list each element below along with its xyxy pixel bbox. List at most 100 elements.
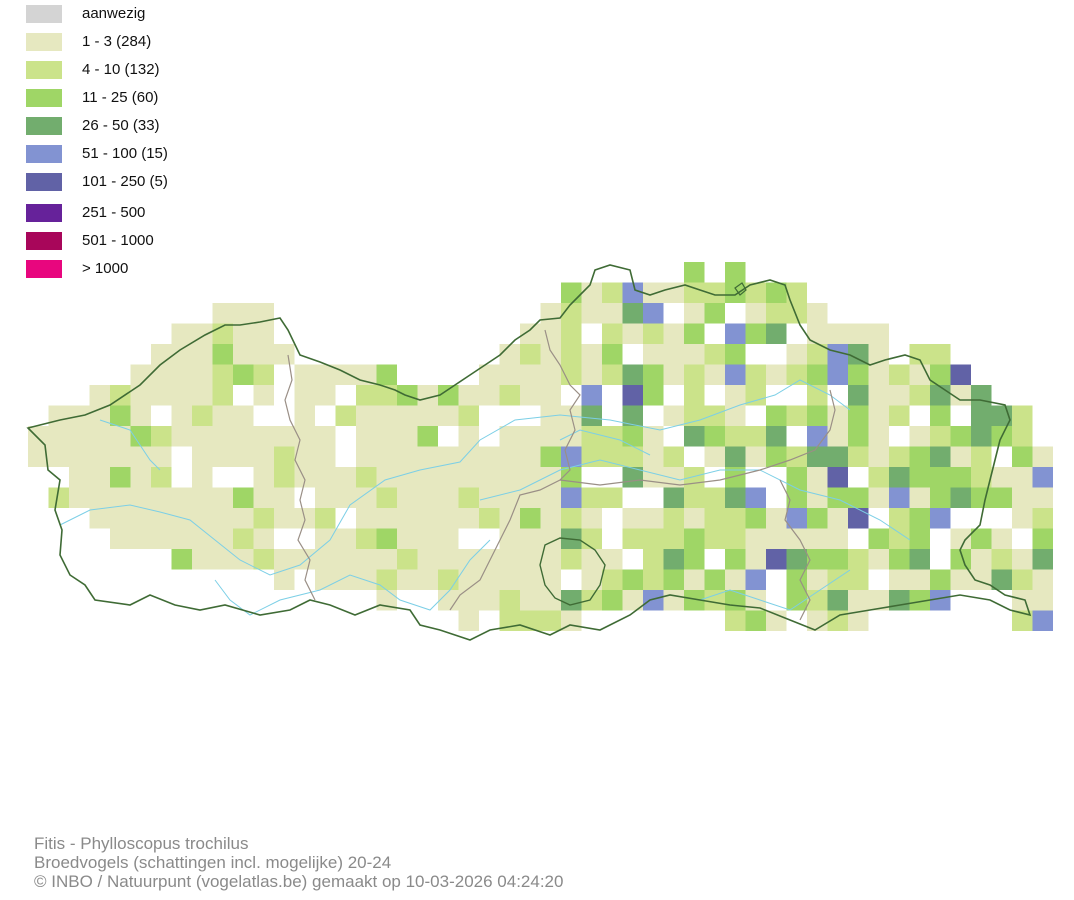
grid-cell [561, 487, 582, 508]
grid-cell [1012, 487, 1033, 508]
grid-cell [971, 426, 992, 447]
grid-cell [499, 590, 520, 611]
grid-cell [684, 364, 705, 385]
grid-cell [1012, 426, 1033, 447]
grid-cell [417, 528, 438, 549]
grid-cell [356, 467, 377, 488]
grid-cell [827, 426, 848, 447]
grid-cell [417, 426, 438, 447]
grid-cell [192, 528, 213, 549]
grid-cell [848, 487, 869, 508]
grid-cell [663, 528, 684, 549]
grid-cell [253, 385, 274, 406]
grid-cell [458, 610, 479, 631]
grid-cell [725, 262, 746, 283]
credit-line: © INBO / Natuurpunt (vogelatlas.be) gema… [34, 872, 564, 891]
grid-cell [315, 508, 336, 529]
grid-cell [622, 303, 643, 324]
grid-cell [171, 344, 192, 365]
grid-cell [479, 569, 500, 590]
grid-cell [643, 344, 664, 365]
legend-item-11-25: 11 - 25 (60) [26, 89, 326, 107]
grid-cell [684, 549, 705, 570]
grid-cell [581, 364, 602, 385]
grid-cell [725, 487, 746, 508]
grid-cell [766, 303, 787, 324]
grid-cell [438, 467, 459, 488]
grid-cell [417, 385, 438, 406]
grid-cell [212, 487, 233, 508]
legend-label: 11 - 25 (60) [82, 89, 159, 106]
grid-cell [458, 405, 479, 426]
grid-cell [725, 323, 746, 344]
legend-label: 1 - 3 (284) [82, 33, 152, 50]
grid-cell [786, 590, 807, 611]
grid-cell [827, 528, 848, 549]
grid-cell [581, 528, 602, 549]
map-caption: Fitis - Phylloscopus trochilus Broedvoge… [34, 834, 563, 891]
grid-cell [889, 487, 910, 508]
grid-cell [930, 467, 951, 488]
grid-cell [540, 426, 561, 447]
grid-cell [909, 549, 930, 570]
grid-cell [602, 590, 623, 611]
grid-cell [950, 467, 971, 488]
grid-cell [848, 549, 869, 570]
grid-cell [827, 487, 848, 508]
grid-cell [930, 426, 951, 447]
legend-swatch [26, 5, 62, 23]
grid-cell [950, 364, 971, 385]
grid-cell [643, 467, 664, 488]
grid-cell [212, 303, 233, 324]
grid-cell [725, 590, 746, 611]
grid-cell [151, 364, 172, 385]
grid-cell [1032, 590, 1053, 611]
grid-cell [294, 446, 315, 467]
grid-cell [458, 426, 479, 447]
grid-cell [643, 364, 664, 385]
grid-cell [991, 467, 1012, 488]
grid-cell [950, 426, 971, 447]
grid-cell [1032, 549, 1053, 570]
grid-cell [684, 487, 705, 508]
grid-cell [786, 467, 807, 488]
grid-cell [356, 385, 377, 406]
grid-cell [438, 569, 459, 590]
legend-label: 51 - 100 (15) [82, 145, 168, 162]
grid-cell [622, 323, 643, 344]
grid-cell [171, 364, 192, 385]
grid-cell [561, 323, 582, 344]
grid-cell [889, 590, 910, 611]
grid-cell [889, 508, 910, 529]
grid-cell [909, 590, 930, 611]
grid-cell [458, 446, 479, 467]
grid-cell [151, 446, 172, 467]
grid-cell [581, 385, 602, 406]
grid-cell [971, 446, 992, 467]
grid-cell [192, 344, 213, 365]
grid-cell [991, 569, 1012, 590]
grid-cell [561, 590, 582, 611]
grid-cell [909, 446, 930, 467]
grid-cell [807, 344, 828, 365]
grid-cell [274, 426, 295, 447]
grid-cell [417, 446, 438, 467]
grid-cell [643, 590, 664, 611]
grid-cell [725, 549, 746, 570]
grid-cell [499, 528, 520, 549]
grid-cell [458, 467, 479, 488]
grid-cell [561, 303, 582, 324]
grid-cell [376, 508, 397, 529]
grid-cell [274, 508, 295, 529]
grid-cell [253, 508, 274, 529]
grid-cell [807, 467, 828, 488]
grid-cell [28, 426, 49, 447]
grid-cell [622, 385, 643, 406]
grid-cell [130, 405, 151, 426]
grid-cell [233, 426, 254, 447]
grid-cell [438, 590, 459, 611]
legend-item-over-1000: > 1000 [26, 260, 326, 278]
grid-cell [89, 467, 110, 488]
legend-swatch [26, 145, 62, 163]
grid-cell [253, 549, 274, 570]
